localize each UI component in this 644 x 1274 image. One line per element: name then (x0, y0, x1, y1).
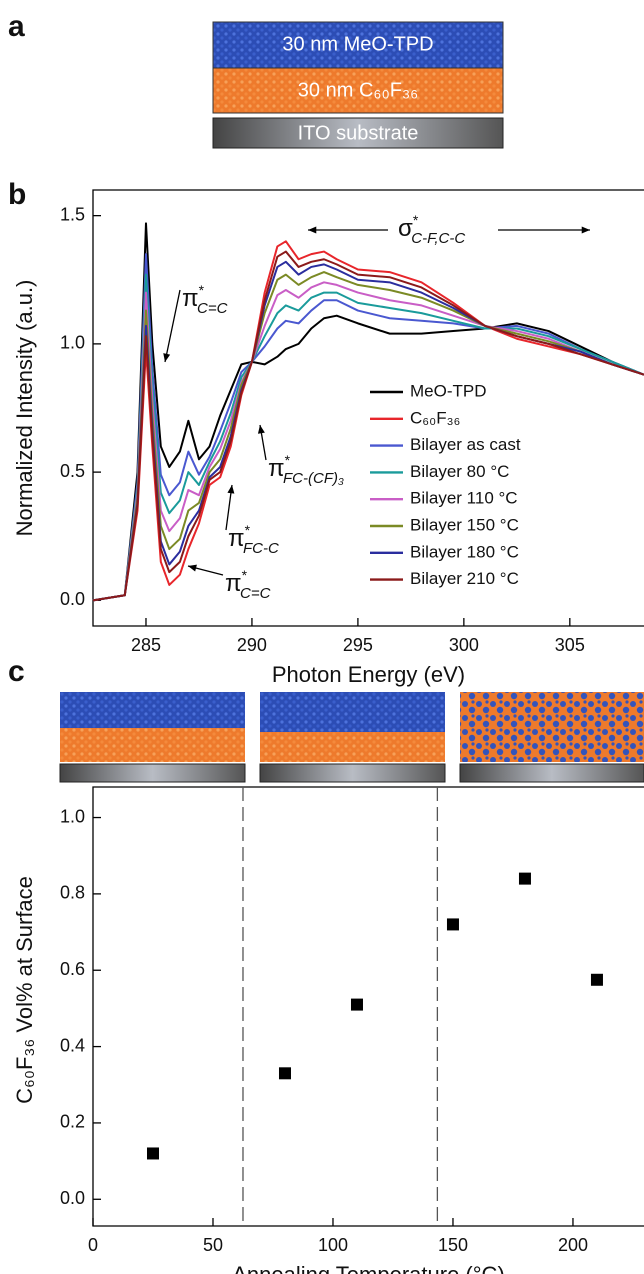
x-tick-label: 305 (555, 635, 585, 655)
arrow-head (257, 425, 265, 434)
y-tick-label: 1.5 (60, 204, 85, 224)
annotation-sub: C-F,C-C (411, 230, 465, 247)
annotation-sup: * (285, 452, 291, 468)
spectrum-line (92, 250, 644, 602)
arrow-head (227, 485, 235, 494)
spectrum-line (92, 273, 644, 602)
y-tick-label: 1.0 (60, 806, 85, 826)
layer-label: 30 nm C₆₀F₃₆ (298, 79, 418, 101)
x-tick-label: 285 (131, 635, 161, 655)
axis-frame (92, 786, 644, 1227)
x-axis-label: Annealing Temperature (°C) (232, 1262, 505, 1274)
schematic-blue (260, 692, 445, 732)
annotation-sub: C=C (197, 300, 228, 317)
annotation-sup: * (245, 522, 251, 538)
point (146, 1147, 159, 1160)
legend-label: MeO-TPD (410, 381, 487, 400)
schematic-orange (60, 728, 245, 762)
panel-label: a (8, 10, 25, 43)
legend-label: Bilayer as cast (410, 435, 521, 454)
annotation-symbol: σ (398, 215, 413, 242)
legend-label: Bilayer 110 °C (410, 489, 518, 508)
y-tick-label: 0.5 (60, 461, 85, 481)
annotation-symbol: π (225, 570, 242, 597)
y-tick-label: 0.4 (60, 1035, 85, 1055)
legend-label: C₆₀F₃₆ (410, 408, 460, 427)
y-axis-label: C₆₀F₃₆ Vol% at Surface (12, 876, 37, 1104)
spectrum-line (92, 253, 644, 602)
annotation-sup: * (242, 567, 248, 583)
x-tick-label: 150 (438, 1235, 468, 1255)
point (350, 998, 363, 1011)
schematic-ito (59, 763, 246, 783)
y-tick-label: 0.0 (60, 1188, 85, 1208)
y-tick-label: 0.0 (60, 589, 85, 609)
arrow (164, 289, 181, 363)
legend-label: Bilayer 150 °C (410, 515, 519, 534)
legend-label: Bilayer 180 °C (410, 542, 519, 561)
annotation-sup: * (413, 212, 419, 228)
layer-orange (212, 67, 504, 114)
annotation: π* FC-(CF)₃ (268, 452, 344, 487)
annotation-sub: C=C (240, 585, 271, 602)
schematics (59, 692, 644, 783)
legend-label: Bilayer 210 °C (410, 569, 519, 588)
layer-label: ITO substrate (298, 122, 419, 144)
annotation: σ* C-F,C-C (398, 212, 465, 247)
annotation-sub: FC-C (243, 540, 279, 557)
annotation-symbol: π (182, 285, 199, 312)
spectrum-line (92, 222, 644, 602)
x-tick-label: 295 (343, 635, 373, 655)
annotation: π* C=C (182, 282, 228, 317)
y-tick-label: 0.6 (60, 959, 85, 979)
panel-label: b (8, 178, 26, 211)
legend-label: Bilayer 80 °C (410, 462, 509, 481)
x-tick-label: 200 (558, 1235, 588, 1255)
spectrum-line (92, 271, 644, 602)
schematic-blue (60, 692, 245, 728)
x-tick-label: 0 (88, 1235, 98, 1255)
schematic-ito (259, 763, 446, 783)
y-tick-label: 0.8 (60, 883, 85, 903)
y-axis-label: Normalized Intensity (a.u.) (12, 280, 37, 537)
arrow-head (581, 226, 590, 234)
arrow-head (308, 226, 317, 234)
schematic-ito (459, 763, 644, 783)
layer-ito (212, 117, 504, 149)
point (278, 1067, 291, 1080)
layer-blue (212, 21, 504, 69)
arrow-head (188, 564, 197, 572)
axis-frame (92, 189, 644, 627)
layer-stack: 30 nm MeO-TPD 30 nm C₆₀F₃₆ ITO substrate (212, 21, 504, 149)
panel-label: c (8, 655, 25, 688)
annotation-symbol: π (268, 455, 285, 482)
y-tick-label: 1.0 (60, 333, 85, 353)
annotation-symbol: π (228, 525, 245, 552)
annotation: π* FC-C (228, 522, 279, 557)
x-tick-label: 290 (237, 635, 267, 655)
x-axis-label: Photon Energy (eV) (272, 662, 465, 687)
y-tick-label: 0.2 (60, 1112, 85, 1132)
schematic-mixed (460, 692, 644, 762)
annotation: π* C=C (225, 567, 271, 602)
point (590, 973, 603, 986)
spectrum-line (92, 281, 644, 602)
schematic-orange (260, 732, 445, 762)
x-tick-label: 100 (318, 1235, 348, 1255)
point (518, 872, 531, 885)
layer-label: 30 nm MeO-TPD (282, 33, 433, 55)
point (446, 918, 459, 931)
x-tick-label: 50 (203, 1235, 223, 1255)
x-tick-label: 300 (449, 635, 479, 655)
annotation-sub: FC-(CF)₃ (283, 470, 344, 487)
arrow-head (163, 353, 171, 362)
annotation-sup: * (199, 282, 205, 298)
